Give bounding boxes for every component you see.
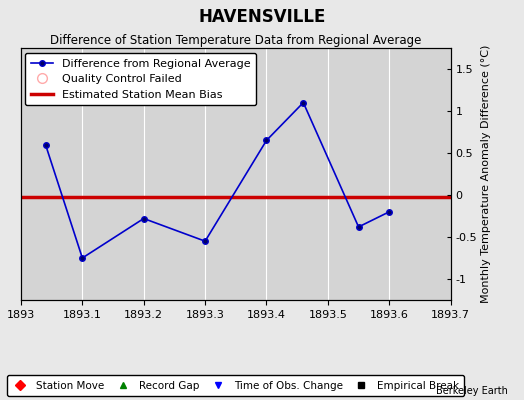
Y-axis label: Monthly Temperature Anomaly Difference (°C): Monthly Temperature Anomaly Difference (… — [481, 45, 492, 303]
Legend: Station Move, Record Gap, Time of Obs. Change, Empirical Break: Station Move, Record Gap, Time of Obs. C… — [7, 375, 464, 396]
Text: Berkeley Earth: Berkeley Earth — [436, 386, 508, 396]
Title: Difference of Station Temperature Data from Regional Average: Difference of Station Temperature Data f… — [50, 34, 421, 47]
Text: HAVENSVILLE: HAVENSVILLE — [198, 8, 326, 26]
